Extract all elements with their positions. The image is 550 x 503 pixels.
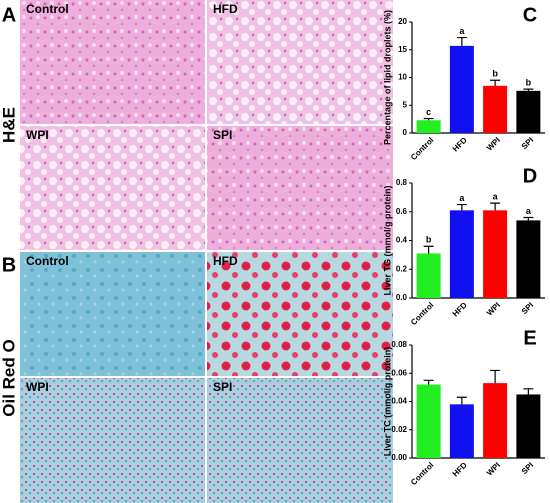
x-tick-label: SPI (520, 136, 535, 151)
significance-letter: c (426, 107, 431, 117)
x-tick-label: SPI (520, 461, 535, 476)
y-tick-label: 0.0 (396, 293, 408, 302)
significance-letter: a (526, 206, 532, 216)
y-tick-label: 10 (398, 73, 407, 82)
y-tick-label: 0.02 (391, 425, 407, 434)
x-tick-label: Control (409, 301, 435, 327)
error-bar (523, 216, 534, 221)
micrograph (207, 378, 393, 503)
micrograph-label: WPI (26, 128, 49, 142)
panel-letter: E (523, 327, 536, 349)
x-tick-label: SPI (520, 301, 535, 316)
micrograph-label: SPI (213, 380, 232, 394)
micrograph (20, 252, 205, 376)
x-tick-label: WPI (485, 461, 502, 478)
bar (416, 253, 441, 298)
bar (483, 210, 508, 298)
y-tick-label: 20 (398, 17, 407, 26)
micrograph-label: Control (26, 254, 69, 268)
bar (483, 85, 508, 133)
significance-letter: b (492, 69, 498, 79)
significance-letter: a (493, 192, 499, 202)
micrograph (207, 252, 393, 376)
y-tick-label: 0.08 (391, 340, 407, 349)
significance-letter: a (459, 26, 465, 36)
error-bar (490, 202, 501, 211)
bar (416, 384, 441, 458)
y-tick-label: 0.2 (396, 264, 408, 273)
y-tick-label: 5 (403, 100, 408, 109)
stain-label: Oil Red O (0, 339, 18, 416)
error-bar (523, 88, 534, 91)
micrograph-label: HFD (213, 2, 238, 16)
bar (449, 210, 474, 298)
x-tick-label: HFD (451, 300, 469, 318)
x-tick-label: Control (409, 136, 435, 162)
micrograph (207, 126, 393, 250)
bar (483, 383, 508, 458)
micrograph-label: SPI (213, 128, 232, 142)
y-tick-label: 0.8 (396, 178, 408, 187)
stain-label: H&E (0, 107, 18, 143)
error-bar (523, 388, 534, 395)
micrograph (207, 0, 393, 124)
y-axis-label: Liver TG (mmol/g protein) (382, 185, 392, 295)
y-tick-label: 0.06 (391, 368, 407, 377)
micrograph (20, 378, 205, 503)
significance-letter: b (426, 235, 432, 245)
error-bar (456, 203, 467, 211)
x-tick-label: WPI (485, 136, 502, 153)
x-tick-label: Control (409, 461, 435, 487)
micrograph-label: HFD (213, 254, 238, 268)
x-tick-label: WPI (485, 301, 502, 318)
y-axis-label: Percentage of lipid droplets (%) (382, 10, 392, 145)
error-bar (456, 36, 467, 46)
micrograph (20, 0, 205, 124)
panel-letter: B (2, 254, 16, 276)
y-tick-label: 0.6 (396, 207, 408, 216)
bar (449, 404, 474, 458)
bar (416, 120, 441, 133)
error-bar (423, 379, 434, 385)
panel-letter: C (523, 4, 537, 26)
bar (516, 90, 541, 133)
y-tick-label: 0.00 (391, 453, 407, 462)
significance-letter: a (459, 193, 465, 203)
bar (516, 394, 541, 458)
y-tick-label: 0.4 (396, 236, 408, 245)
x-tick-label: HFD (451, 135, 469, 153)
panel-letter: D (523, 165, 537, 187)
y-tick-label: 0 (403, 128, 408, 137)
bar (449, 45, 474, 133)
panel-letter: A (2, 4, 16, 26)
error-bar (456, 396, 467, 405)
y-tick-label: 15 (398, 45, 407, 54)
error-bar (423, 245, 434, 254)
micrograph (20, 126, 205, 250)
error-bar (490, 369, 501, 384)
y-tick-label: 0.04 (391, 397, 407, 406)
error-bar (490, 79, 501, 86)
micrograph-label: WPI (26, 380, 49, 394)
micrograph-label: Control (26, 2, 69, 16)
y-axis-label: Liver TC (mmol/g protein) (382, 347, 392, 457)
significance-letter: b (526, 78, 532, 88)
error-bar (423, 117, 434, 121)
bar (516, 220, 541, 298)
x-tick-label: HFD (451, 460, 469, 478)
